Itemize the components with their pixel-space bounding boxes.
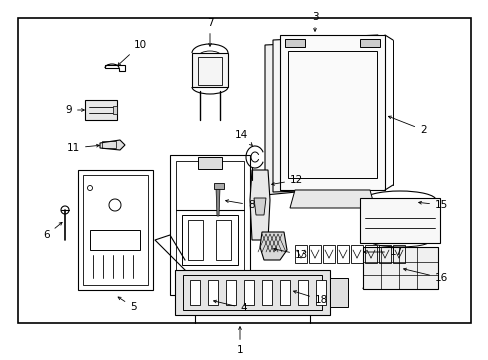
Text: 14: 14 — [234, 130, 252, 145]
Bar — [90, 230, 140, 250]
Bar — [350, 245, 362, 263]
Bar — [78, 170, 153, 290]
Text: 7: 7 — [206, 18, 213, 46]
Text: 8: 8 — [225, 200, 254, 210]
Polygon shape — [192, 53, 227, 87]
Polygon shape — [100, 140, 125, 150]
Bar — [83, 175, 148, 285]
Bar — [329, 278, 347, 307]
Bar — [392, 245, 404, 263]
Bar — [262, 280, 271, 305]
Bar — [359, 39, 379, 47]
Polygon shape — [272, 35, 377, 192]
Bar — [285, 39, 305, 47]
Bar — [85, 100, 117, 120]
Text: 17: 17 — [363, 247, 403, 257]
Bar — [102, 141, 116, 148]
Bar — [190, 280, 200, 305]
Polygon shape — [260, 232, 286, 260]
Text: 4: 4 — [213, 300, 246, 313]
Bar — [297, 280, 307, 305]
Bar — [178, 305, 242, 315]
Bar — [113, 106, 117, 114]
Bar — [18, 18, 470, 323]
Text: 10: 10 — [118, 40, 146, 66]
Bar — [378, 245, 390, 263]
Bar — [323, 245, 334, 263]
Bar — [214, 183, 224, 189]
Text: 3: 3 — [311, 12, 318, 31]
Bar — [336, 245, 348, 263]
Text: 6: 6 — [43, 222, 62, 240]
Text: 2: 2 — [387, 116, 426, 135]
Bar — [364, 245, 376, 263]
Bar — [315, 280, 325, 305]
Bar — [244, 280, 253, 305]
Polygon shape — [249, 170, 269, 240]
Bar — [170, 155, 249, 295]
Text: 16: 16 — [403, 268, 447, 283]
Bar — [187, 220, 203, 260]
Bar — [280, 35, 384, 190]
Bar — [216, 220, 230, 260]
Bar — [207, 280, 218, 305]
Polygon shape — [264, 40, 369, 195]
Text: 5: 5 — [118, 297, 136, 312]
Bar — [287, 51, 376, 178]
Bar — [308, 245, 320, 263]
Text: 15: 15 — [418, 200, 447, 210]
Text: 18: 18 — [293, 291, 327, 305]
Bar — [280, 280, 289, 305]
Polygon shape — [289, 190, 374, 208]
Bar — [175, 270, 329, 315]
Bar — [183, 275, 321, 310]
Bar — [182, 215, 238, 265]
Polygon shape — [253, 198, 265, 215]
Bar — [362, 247, 437, 289]
Bar — [294, 245, 306, 263]
Bar — [225, 280, 236, 305]
Text: 13: 13 — [273, 248, 307, 260]
Text: 9: 9 — [65, 105, 84, 115]
Text: 11: 11 — [67, 143, 99, 153]
Bar — [176, 161, 244, 289]
Polygon shape — [216, 188, 220, 216]
Bar — [198, 157, 222, 169]
Text: 1: 1 — [236, 327, 243, 355]
Text: 12: 12 — [271, 175, 303, 185]
Polygon shape — [359, 198, 439, 243]
